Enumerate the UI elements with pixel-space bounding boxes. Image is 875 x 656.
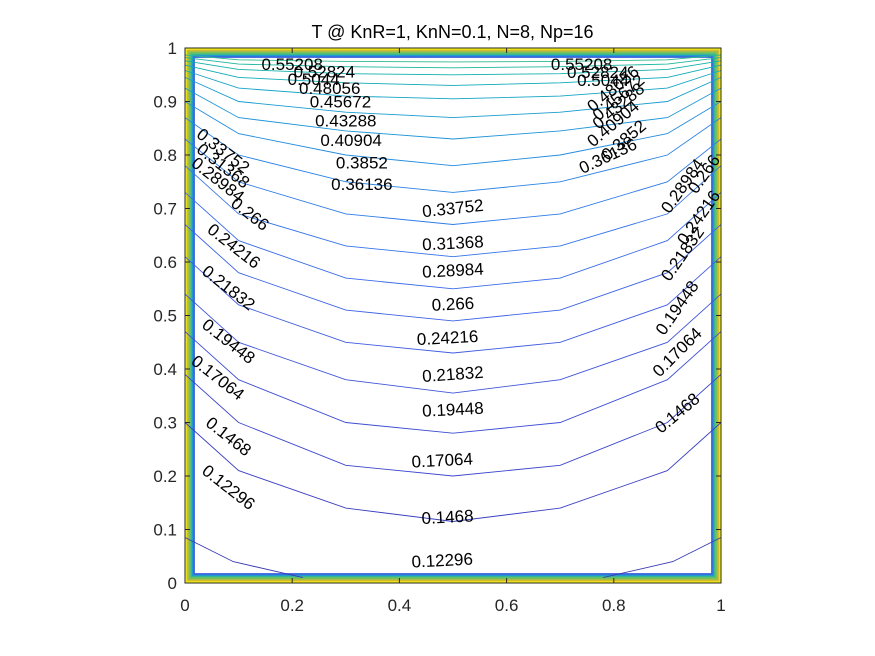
contour-line: [184, 87, 722, 140]
y-tick-label: 0.8: [153, 146, 177, 165]
contour-line: [184, 192, 722, 290]
contour-line: [184, 224, 722, 322]
contour-label: 0.17064: [411, 449, 473, 471]
contour-label: 0.24216: [416, 327, 478, 349]
contour-label: 0.21832: [422, 363, 485, 386]
y-tick-label: 0.5: [153, 307, 177, 326]
contour-line: [184, 293, 722, 394]
y-tick-label: 0.1: [153, 521, 177, 540]
boundary-band: [191, 54, 715, 577]
contour-label: 0.31368: [422, 232, 484, 254]
contour-line: [184, 70, 722, 100]
y-axis-ticks: 0 0.1 0.2 0.3 0.4 0.5 0.6 0.7 0.8 0.9 1: [153, 39, 721, 593]
contour-line: [184, 101, 722, 167]
contour-label: 0.3852: [336, 154, 388, 173]
contour-label: 0.1468: [421, 506, 474, 528]
x-tick-label: 0.4: [388, 596, 412, 615]
y-tick-label: 0.4: [153, 360, 177, 379]
boundary-band: [189, 52, 717, 579]
x-tick-label: 0.8: [602, 596, 626, 615]
y-tick-label: 1: [168, 39, 177, 58]
x-tick-label: 0.2: [280, 596, 304, 615]
contour-line: [184, 138, 722, 225]
x-tick-label: 0.6: [495, 596, 519, 615]
y-tick-label: 0.9: [153, 93, 177, 112]
contour-line: [184, 537, 304, 579]
contour-label: 0.43288: [315, 111, 376, 130]
contour-label: 0.5044: [288, 70, 340, 89]
contour-label: 0.19448: [422, 399, 484, 421]
contour-line: [184, 374, 722, 477]
y-tick-label: 0.7: [153, 200, 177, 219]
contour-label: 0.5044: [577, 71, 629, 90]
contour-label: 0.12296: [411, 549, 473, 571]
contour-line: [184, 64, 722, 86]
contour-label: 0.40904: [320, 131, 381, 150]
x-tick-label: 0: [180, 596, 189, 615]
contour-line: [184, 76, 722, 119]
contour-label: 0.45672: [310, 93, 371, 112]
x-axis-ticks: 0 0.2 0.4 0.6 0.8 1: [180, 48, 726, 615]
contour-line: [184, 422, 722, 522]
contour-line: [184, 331, 722, 434]
y-tick-label: 0.6: [153, 253, 177, 272]
contour-line: [184, 117, 722, 193]
contour-label: 0.55208: [551, 55, 612, 74]
contour-label: 0.266: [431, 294, 474, 315]
chart-title: T @ KnR=1, KnN=0.1, N=8, Np=16: [311, 22, 593, 42]
y-tick-label: 0: [168, 574, 177, 593]
contour-label: 0.52824: [567, 63, 628, 82]
contour-line: [184, 57, 722, 69]
contour-line: [184, 165, 722, 258]
contour-label: 0.55208: [261, 55, 322, 74]
contour-label: 0.48056: [299, 79, 360, 98]
plot-area: [185, 48, 721, 583]
y-tick-label: 0.3: [153, 414, 177, 433]
contour-label: 0.52824: [294, 63, 355, 82]
contour-line: [602, 537, 722, 579]
contour-lines: [184, 54, 722, 579]
boundary-frame: [185, 48, 721, 583]
contour-line: [184, 60, 722, 76]
contour-label: 0.36136: [331, 175, 392, 194]
boundary-band: [193, 56, 713, 575]
contour-line: [184, 256, 722, 354]
contour-label: 0.28984: [422, 260, 484, 282]
y-tick-label: 0.2: [153, 467, 177, 486]
contour-line: [184, 54, 722, 63]
boundary-band: [190, 53, 716, 578]
x-tick-label: 1: [716, 596, 725, 615]
plot-background: [185, 48, 721, 583]
